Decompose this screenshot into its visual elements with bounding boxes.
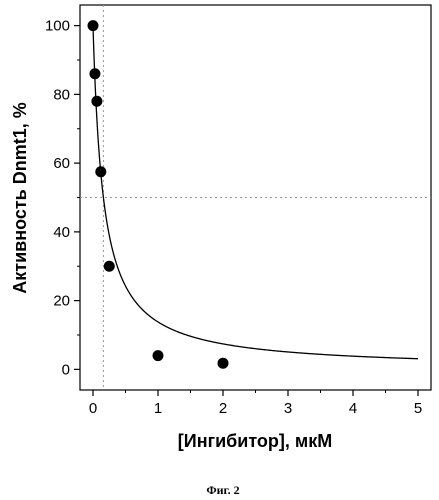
y-tick-label: 60 — [53, 155, 70, 172]
y-tick-label: 40 — [53, 224, 70, 241]
fit-curve — [93, 26, 418, 359]
data-point — [89, 68, 100, 79]
x-tick-label: 1 — [154, 400, 162, 417]
x-axis-title: [Ингибитор], мкМ — [178, 431, 332, 451]
y-tick-label: 80 — [53, 86, 70, 103]
data-point — [91, 96, 102, 107]
x-tick-label: 4 — [349, 400, 357, 417]
x-tick-label: 5 — [414, 400, 422, 417]
data-point — [218, 358, 229, 369]
x-tick-label: 3 — [284, 400, 292, 417]
y-tick-label: 100 — [45, 18, 70, 35]
fit-curve-group — [93, 26, 418, 359]
y-tick-label: 20 — [53, 293, 70, 310]
x-axis: 0 1 2 3 4 5 — [89, 390, 422, 417]
reference-lines — [80, 5, 431, 390]
y-axis: 0 20 40 60 80 100 — [45, 18, 80, 379]
data-point — [104, 261, 115, 272]
y-axis-title: Активность Dnmt1, % — [10, 102, 30, 294]
x-tick-label: 2 — [219, 400, 227, 417]
data-point — [88, 20, 99, 31]
y-tick-label: 0 — [62, 361, 70, 378]
data-point — [153, 350, 164, 361]
figure-caption: Фиг. 2 — [206, 483, 239, 497]
data-points — [88, 20, 229, 369]
x-tick-label: 0 — [89, 400, 97, 417]
data-point — [95, 166, 106, 177]
